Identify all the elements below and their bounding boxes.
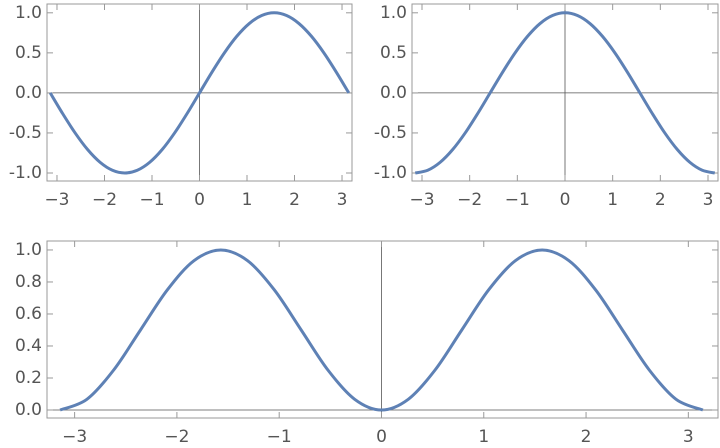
frame — [46, 240, 719, 419]
y-tick-label: 0.2 — [15, 368, 42, 388]
y-tick-label: -1.0 — [9, 163, 42, 183]
x-tick-label: −1 — [139, 190, 164, 210]
x-tick-label: 1 — [607, 190, 618, 210]
x-tick-label: −1 — [267, 427, 292, 447]
y-tick-label: -1.0 — [374, 163, 407, 183]
x-tick-label: −2 — [457, 190, 482, 210]
x-tick-label: 0 — [194, 190, 205, 210]
y-tick-label: 1.0 — [380, 3, 407, 23]
x-tick-label: −1 — [505, 190, 530, 210]
curve — [48, 11, 351, 175]
y-tick-label: 0.0 — [15, 400, 42, 420]
x-tick-label: −2 — [92, 190, 117, 210]
x-tick-label: 3 — [337, 190, 348, 210]
x-tick-label: 1 — [478, 427, 489, 447]
y-tick-label: 1.0 — [15, 3, 42, 23]
y-tick-label: 0.8 — [15, 272, 42, 292]
y-tick-label: 0.0 — [380, 83, 407, 103]
x-tick-label: 2 — [581, 427, 592, 447]
x-tick-label: 2 — [655, 190, 666, 210]
x-tick-label: −3 — [62, 427, 87, 447]
y-tick-label: 0.6 — [15, 304, 42, 324]
y-tick-label: 0.5 — [380, 43, 407, 63]
x-tick-label: 3 — [683, 427, 694, 447]
curve — [59, 248, 704, 412]
x-tick-label: −3 — [44, 190, 69, 210]
y-tick-label: 0.5 — [15, 43, 42, 63]
y-tick-label: -0.5 — [9, 123, 42, 143]
x-tick-label: 1 — [242, 190, 253, 210]
x-tick-label: −2 — [164, 427, 189, 447]
x-tick-label: −3 — [409, 190, 434, 210]
y-tick-label: 0.4 — [15, 336, 42, 356]
y-tick-label: -0.5 — [374, 123, 407, 143]
y-tick-label: 1.0 — [15, 240, 42, 260]
y-tick-label: 0.0 — [15, 83, 42, 103]
x-tick-label: 0 — [560, 190, 571, 210]
x-tick-label: 0 — [376, 427, 387, 447]
x-tick-label: 3 — [703, 190, 714, 210]
curve — [414, 11, 716, 175]
x-tick-label: 2 — [289, 190, 300, 210]
